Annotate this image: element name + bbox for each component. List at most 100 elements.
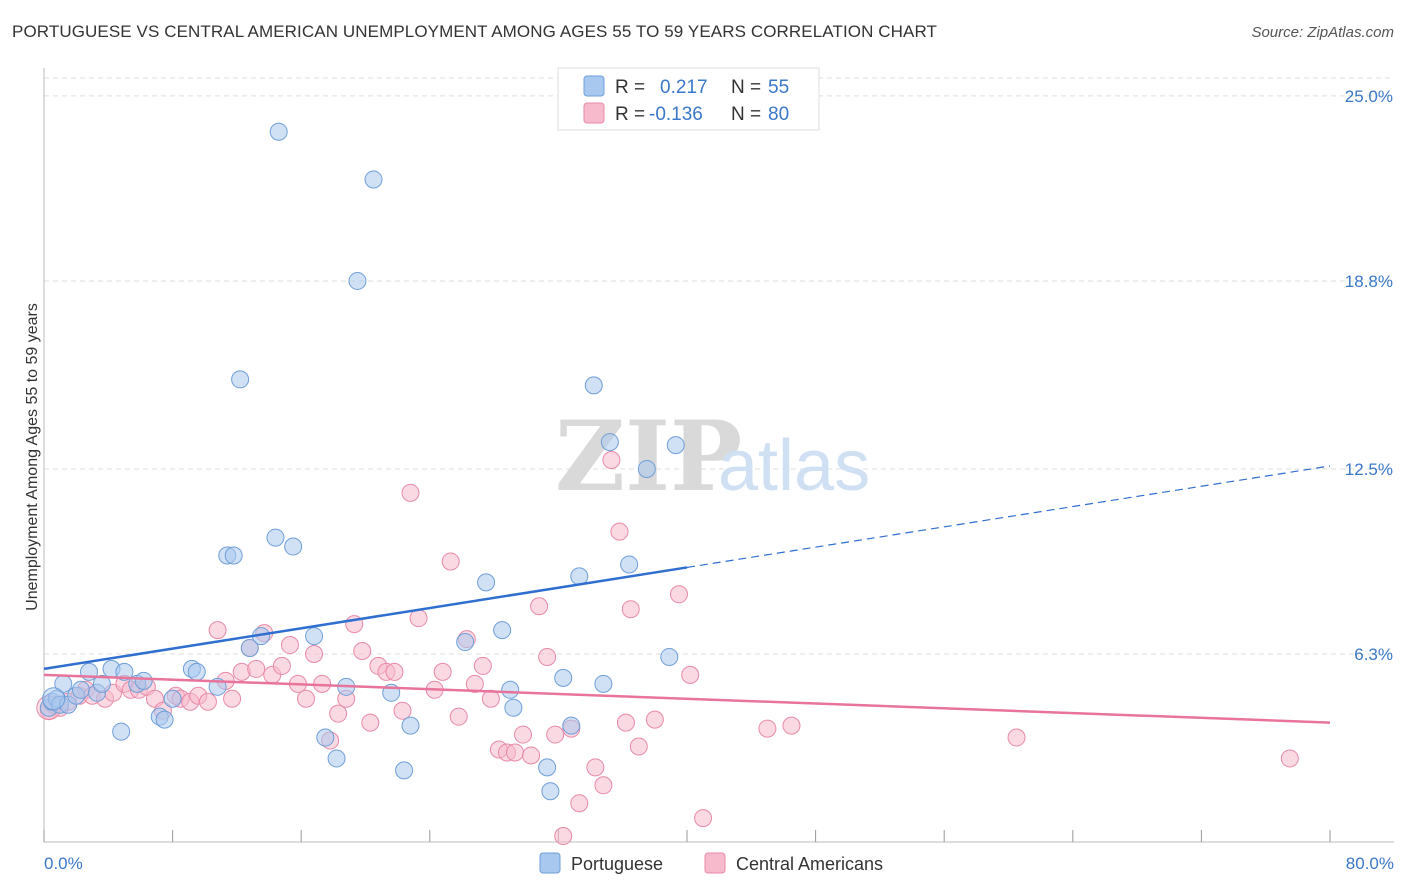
- central-point-56: [505, 743, 524, 762]
- central-point-25: [247, 659, 266, 678]
- portuguese-point-27: [266, 528, 285, 547]
- legend-r-value-portuguese: 0.217: [660, 77, 708, 98]
- central-point-20: [208, 621, 227, 640]
- legend-n-value-central: 80: [768, 104, 789, 125]
- portuguese-point-30: [305, 627, 324, 646]
- legend-n-value-portuguese: 55: [768, 77, 789, 98]
- y-tick-label-3: 25.0%: [1345, 87, 1393, 106]
- bottom-legend: Portuguese Central Americans: [539, 852, 883, 874]
- trend-line-central: [43, 673, 1331, 724]
- portuguese-point-45: [541, 782, 560, 801]
- portuguese-point-43: [504, 698, 523, 717]
- central-point-32: [305, 644, 324, 663]
- central-point-70: [629, 737, 648, 756]
- portuguese-point-24: [231, 370, 250, 389]
- central-point-64: [570, 794, 589, 813]
- central-point-48: [441, 552, 460, 571]
- central-point-73: [681, 665, 700, 684]
- portuguese-point-35: [364, 170, 383, 189]
- bottom-legend-swatch-portuguese: [539, 852, 561, 874]
- central-point-69: [621, 600, 640, 619]
- portuguese-point-15: [134, 671, 153, 690]
- y-tick-label-2: 18.8%: [1345, 272, 1393, 291]
- portuguese-point-37: [395, 761, 414, 780]
- central-point-71: [645, 710, 664, 729]
- portuguese-points: [39, 122, 685, 801]
- central-point-44: [401, 483, 420, 502]
- portuguese-point-10: [92, 674, 111, 693]
- central-point-79: [616, 713, 635, 732]
- top-legend: R = 0.217 N = 55 R = -0.136 N = 80: [557, 67, 820, 131]
- portuguese-point-52: [620, 555, 639, 574]
- central-point-19: [198, 692, 217, 711]
- central-point-23: [232, 662, 251, 681]
- central-point-47: [433, 662, 452, 681]
- portuguese-point-46: [554, 668, 573, 687]
- central-point-31: [297, 689, 316, 708]
- legend-r-label-portuguese: R =: [615, 77, 645, 98]
- trend-line-portuguese-extension: [686, 465, 1331, 569]
- watermark: ZIP atlas: [555, 400, 870, 513]
- central-point-22: [223, 689, 242, 708]
- portuguese-point-39: [456, 633, 475, 652]
- portuguese-point-18: [163, 689, 182, 708]
- central-point-78: [1280, 749, 1299, 768]
- portuguese-cluster-origin: [42, 687, 66, 711]
- central-point-49: [449, 707, 468, 726]
- portuguese-point-29: [284, 537, 303, 556]
- portuguese-point-54: [660, 647, 679, 666]
- central-point-57: [514, 725, 533, 744]
- central-point-43: [393, 701, 412, 720]
- central-point-28: [272, 656, 291, 675]
- portuguese-point-42: [501, 680, 520, 699]
- legend-swatch-central: [583, 102, 605, 124]
- trend-line-portuguese: [43, 566, 688, 671]
- legend-swatch-portuguese: [583, 75, 605, 97]
- central-point-42: [385, 662, 404, 681]
- portuguese-point-41: [493, 621, 512, 640]
- portuguese-point-40: [477, 573, 496, 592]
- central-point-75: [758, 719, 777, 738]
- central-point-74: [694, 809, 713, 828]
- portuguese-point-20: [187, 662, 206, 681]
- central-point-59: [530, 597, 549, 616]
- portuguese-point-7: [71, 680, 90, 699]
- portuguese-point-38: [401, 716, 420, 735]
- central-point-52: [473, 656, 492, 675]
- chart-title: PORTUGUESE VS CENTRAL AMERICAN UNEMPLOYM…: [12, 22, 938, 41]
- central-point-76: [782, 716, 801, 735]
- portuguese-point-34: [348, 271, 367, 290]
- portuguese-point-31: [316, 728, 335, 747]
- portuguese-point-44: [538, 758, 557, 777]
- central-point-58: [522, 746, 541, 765]
- y-tick-labels: 6.3% 12.5% 18.8% 25.0%: [1345, 87, 1393, 664]
- portuguese-point-50: [594, 674, 613, 693]
- watermark-zip: ZIP: [555, 400, 742, 513]
- x-tick-max: 80.0%: [1346, 854, 1394, 873]
- y-tick-label-0: 6.3%: [1354, 645, 1393, 664]
- central-point-38: [353, 642, 372, 660]
- x-tick-min: 0.0%: [44, 854, 83, 873]
- central-point-45: [409, 609, 428, 628]
- portuguese-point-32: [327, 749, 346, 768]
- portuguese-point-13: [115, 662, 134, 681]
- legend-r-value-central: -0.136: [649, 104, 703, 125]
- central-point-67: [602, 451, 621, 469]
- portuguese-point-51: [600, 433, 619, 452]
- central-point-72: [669, 585, 688, 604]
- central-point-51: [465, 674, 484, 693]
- central-point-29: [280, 636, 299, 655]
- central-point-68: [610, 522, 629, 541]
- watermark-atlas: atlas: [718, 426, 870, 506]
- trend-lines: [43, 465, 1331, 724]
- legend-n-label-central: N =: [731, 104, 761, 125]
- central-point-60: [538, 647, 557, 666]
- legend-n-label-portuguese: N =: [731, 77, 761, 98]
- central-point-66: [594, 776, 613, 795]
- bottom-legend-label-portuguese: Portuguese: [571, 854, 663, 874]
- source-label: Source: ZipAtlas.com: [1251, 24, 1394, 41]
- portuguese-point-23: [224, 546, 243, 565]
- y-tick-label-1: 12.5%: [1345, 460, 1393, 479]
- central-point-77: [1007, 728, 1026, 747]
